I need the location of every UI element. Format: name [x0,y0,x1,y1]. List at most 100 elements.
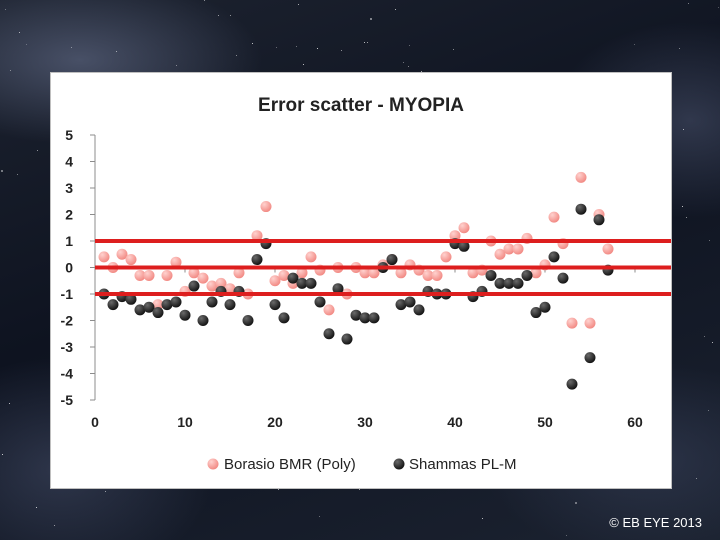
shammas-point [152,307,164,319]
star-dot [317,48,318,49]
borasio-point [251,230,263,242]
shammas-point [584,352,596,364]
star-dot [116,51,117,52]
star-dot [9,403,10,404]
shammas-point [278,312,290,324]
shammas-point [188,280,200,292]
star-dot [276,47,277,48]
borasio-point [161,269,173,281]
star-dot [71,47,72,48]
star-dot [54,525,55,526]
borasio-point [530,267,542,279]
star-dot [204,0,205,1]
borasio-point [278,269,290,281]
star-dot [709,240,710,241]
shammas-point [161,299,173,311]
shammas-point [575,203,587,215]
shammas-point [251,254,263,266]
borasio-point [440,251,452,263]
shammas-point [503,277,515,289]
borasio-point [449,230,461,242]
y-tick-label: 5 [65,127,73,143]
shammas-point [242,315,254,326]
legend-marker-shammas [393,458,405,470]
shammas-point [305,277,317,289]
star-dot [408,66,409,67]
legend-label-shammas: Shammas PL-M [409,456,517,473]
shammas-point [485,269,497,281]
scatter-chart: Error scatter - MYOPIA 543210-1-2-3-4-5 … [61,95,671,473]
borasio-point [233,267,245,279]
star-dot [403,62,404,63]
star-dot [409,45,410,46]
y-tick-label: -5 [61,392,74,408]
star-dot [395,9,396,10]
star-dot [319,516,320,517]
borasio-point [431,269,443,281]
shammas-point [539,301,551,313]
borasio-point [125,254,137,266]
shammas-point [530,307,542,319]
borasio-point [584,317,596,329]
star-dot [236,55,237,56]
star-dot [718,7,719,8]
borasio-point [494,248,506,260]
star-dot [688,3,689,4]
borasio-point [296,267,308,279]
star-dot [679,48,680,49]
x-tick-label: 40 [447,414,463,430]
y-tick-label: -2 [61,313,74,329]
borasio-point [170,256,182,268]
borasio-point [224,283,236,295]
borasio-point [548,211,560,223]
shammas-point [413,304,425,316]
star-dot [1,170,3,172]
shammas-point [224,299,236,311]
borasio-point [134,269,146,281]
borasio-point [395,267,407,279]
star-dot [686,217,687,218]
shammas-point [494,277,506,289]
x-tick-label: 30 [357,414,373,430]
star-dot [364,42,365,43]
legend-marker-borasio [207,458,219,470]
star-dot [176,65,177,66]
shammas-point [134,304,146,316]
shammas-point [197,315,209,326]
borasio-point [512,243,524,255]
shammas-point [368,312,380,324]
borasio-point [422,269,434,281]
star-dot [26,44,27,45]
star-dot [10,70,11,71]
shammas-point [404,296,416,308]
shammas-point [386,254,398,266]
borasio-point [503,243,515,255]
borasio-point [260,201,272,213]
chart-panel: Error scatter - MYOPIA 5 4 3 2 1 0 -1 -2 -3 -4 -5 … [50,72,672,489]
shammas-point [350,309,362,321]
borasio-point [269,275,281,287]
star-dot [712,342,713,343]
shammas-point [107,299,119,311]
shammas-point [512,277,524,289]
shammas-point [557,272,569,284]
star-dot [298,4,299,5]
borasio-point [143,269,155,281]
shammas-point [593,214,605,226]
star-dot [566,535,567,536]
borasio-point [206,280,218,292]
star-dot [370,18,372,20]
borasio-point [458,222,470,234]
shammas-point [125,293,137,305]
shammas-point [296,277,308,289]
y-tick-label: 0 [65,260,73,276]
star-dot [303,64,304,65]
shammas-point [458,240,470,252]
shammas-point [269,299,281,311]
star-dot [252,43,253,44]
star-dot [696,478,697,479]
star-dot [230,15,231,16]
x-tick-label: 20 [267,414,283,430]
y-tick-label: 4 [65,154,73,170]
y-tick-label: -3 [61,339,74,355]
